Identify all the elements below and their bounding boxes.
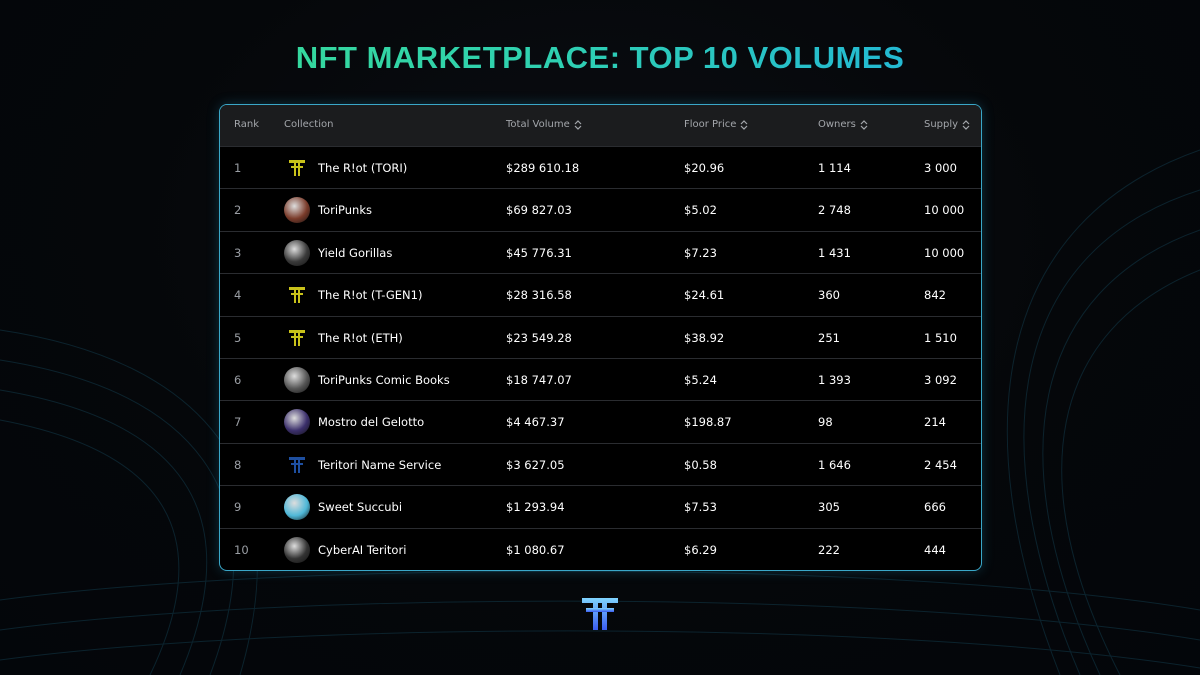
cell-value: 1 646 bbox=[818, 457, 851, 472]
cell-value: 3 000 bbox=[924, 161, 957, 175]
cell-value: 98 bbox=[818, 415, 833, 430]
rank: 7 bbox=[234, 415, 242, 430]
table-row[interactable]: 6 ToriPunks Comic Books $18 747.07 $5.24 1 3… bbox=[220, 358, 981, 401]
cell-value: 222 bbox=[818, 542, 840, 557]
table-row[interactable]: 4 The R!ot (T-GEN1) $28 316.58 $24.61 360 842 bbox=[220, 273, 981, 316]
cell-value: 305 bbox=[818, 500, 840, 515]
cell-value: $7.23 bbox=[684, 245, 717, 260]
collection-icon bbox=[289, 329, 305, 346]
cell-value: 2 454 bbox=[924, 457, 957, 472]
rank: 9 bbox=[234, 500, 242, 515]
cell-value: 666 bbox=[924, 500, 946, 515]
cell-value: $3 627.05 bbox=[506, 457, 565, 472]
table-row[interactable]: 3 Yield Gorillas $45 776.31 $7.23 1 431 10 00… bbox=[220, 230, 981, 274]
cell-value: $7.53 bbox=[684, 500, 717, 515]
collection-avatar bbox=[284, 536, 310, 563]
table-row[interactable]: 2 ToriPunks $69 827.03 $5.02 2 748 10 000 bbox=[220, 188, 981, 231]
column-header: Rank bbox=[234, 119, 259, 130]
table-row[interactable]: 5 The R!ot (ETH) $23 549.28 $38.92 251 1 510 bbox=[220, 315, 981, 359]
collection-name: CyberAI Teritori bbox=[318, 542, 407, 557]
title: NFT MARKETPLACE: TOP 10 VOLUMES bbox=[0, 40, 1200, 76]
collection-name: ToriPunks bbox=[318, 203, 372, 218]
rank: 5 bbox=[234, 330, 242, 345]
collection-name: Teritori Name Service bbox=[318, 457, 442, 472]
cell-value: $5.02 bbox=[684, 203, 717, 218]
collection-icon bbox=[289, 160, 305, 176]
collection-avatar bbox=[284, 239, 310, 266]
cell-value: 360 bbox=[818, 288, 840, 303]
cell-value: 1 510 bbox=[924, 330, 957, 345]
table-row[interactable]: 7 Mostro del Gelotto $4 467.37 $198.87 98 214 bbox=[220, 400, 981, 443]
collection-avatar bbox=[284, 197, 310, 224]
rank: 2 bbox=[234, 203, 242, 218]
cell-value: 251 bbox=[818, 330, 840, 345]
cell-value: $289 610.18 bbox=[506, 161, 580, 175]
collection-name: Mostro del Gelotto bbox=[318, 415, 425, 430]
cell-value: $20.96 bbox=[684, 161, 725, 175]
logo bbox=[582, 598, 618, 630]
cell-value: 1 431 bbox=[818, 245, 851, 260]
cell-value: $28 316.58 bbox=[506, 288, 572, 303]
sort-icon[interactable] bbox=[860, 119, 868, 131]
collection-avatar bbox=[284, 409, 310, 436]
rank: 4 bbox=[234, 288, 242, 303]
cell-value: $24.61 bbox=[684, 288, 725, 303]
cell-value: $45 776.31 bbox=[506, 245, 572, 260]
column-header: Collection bbox=[284, 119, 334, 130]
collection-name: Yield Gorillas bbox=[318, 245, 393, 260]
sort-icon[interactable] bbox=[574, 119, 582, 131]
cell-value: $23 549.28 bbox=[506, 330, 572, 345]
table: Rank Collection Total Volume Floor Price Own… bbox=[219, 104, 982, 571]
table-row[interactable]: 1 The R!ot (TORI) $289 610.18 $20.96 1 114 3 … bbox=[220, 146, 981, 189]
rank: 6 bbox=[234, 373, 242, 387]
cell-value: $18 747.07 bbox=[506, 373, 572, 387]
collection-avatar bbox=[284, 494, 310, 521]
collection-name: ToriPunks Comic Books bbox=[318, 373, 450, 387]
cell-value: $1 080.67 bbox=[506, 542, 565, 557]
cell-value: 214 bbox=[924, 415, 946, 430]
rank: 10 bbox=[234, 542, 249, 557]
collection-avatar bbox=[284, 367, 310, 393]
cell-value: 1 114 bbox=[818, 161, 851, 175]
cell-value: $198.87 bbox=[684, 415, 732, 430]
collection-icon bbox=[289, 456, 305, 473]
cell-value: $4 467.37 bbox=[506, 415, 565, 430]
table-row[interactable]: 9 Sweet Succubi $1 293.94 $7.53 305 666 bbox=[220, 485, 981, 528]
cell-value: 2 748 bbox=[818, 203, 851, 218]
column-header[interactable]: Total Volume bbox=[506, 119, 570, 130]
column-header[interactable]: Owners bbox=[818, 119, 856, 130]
sort-icon[interactable] bbox=[740, 119, 748, 131]
cell-value: $0.58 bbox=[684, 457, 717, 472]
rank: 8 bbox=[234, 457, 242, 472]
cell-value: 842 bbox=[924, 288, 946, 303]
rank: 3 bbox=[234, 245, 242, 260]
collection-name: Sweet Succubi bbox=[318, 500, 403, 515]
cell-value: $69 827.03 bbox=[506, 203, 572, 218]
cell-value: 10 000 bbox=[924, 245, 965, 260]
cell-value: $1 293.94 bbox=[506, 500, 565, 515]
collection-name: The R!ot (ETH) bbox=[318, 330, 403, 345]
column-header[interactable]: Supply bbox=[924, 119, 959, 130]
sort-icon[interactable] bbox=[962, 119, 970, 131]
collection-name: The R!ot (T-GEN1) bbox=[318, 288, 423, 303]
cell-value: 3 092 bbox=[924, 373, 957, 387]
collection-icon bbox=[289, 287, 305, 304]
cell-value: 444 bbox=[924, 542, 946, 557]
table-row[interactable]: 10 CyberAI Teritori $1 080.67 $6.29 222 444 bbox=[220, 527, 981, 570]
cell-value: 1 393 bbox=[818, 373, 851, 387]
cell-value: $5.24 bbox=[684, 373, 717, 387]
rank: 1 bbox=[234, 161, 242, 175]
cell-value: $38.92 bbox=[684, 330, 725, 345]
cell-value: 10 000 bbox=[924, 203, 965, 218]
table-header: Rank Collection Total Volume Floor Price Own… bbox=[220, 105, 981, 146]
column-header[interactable]: Floor Price bbox=[684, 119, 737, 130]
collection-name: The R!ot (TORI) bbox=[318, 161, 408, 175]
table-row[interactable]: 8 Teritori Name Service $3 627.05 $0.58 1 64… bbox=[220, 442, 981, 486]
cell-value: $6.29 bbox=[684, 542, 717, 557]
